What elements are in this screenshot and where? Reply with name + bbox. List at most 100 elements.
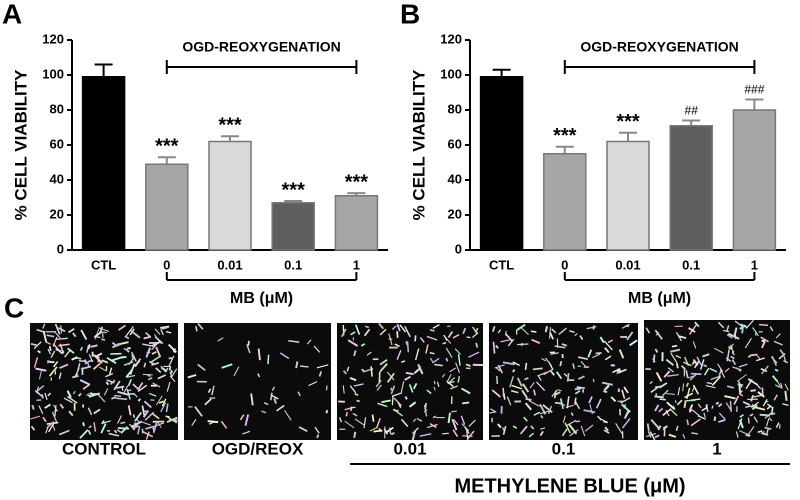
cell — [197, 322, 204, 330]
cell — [610, 396, 617, 402]
cell — [766, 418, 770, 427]
cell — [58, 372, 62, 380]
x-axis-label: MB (μM) — [230, 290, 293, 307]
cell — [47, 348, 51, 355]
cell — [44, 392, 48, 400]
cell — [204, 398, 212, 406]
cell — [109, 367, 113, 375]
cell — [537, 374, 542, 381]
cell — [46, 420, 55, 429]
cell — [699, 359, 705, 370]
cell — [670, 352, 678, 364]
cell — [742, 401, 751, 406]
cell — [63, 397, 73, 404]
cell — [717, 403, 723, 408]
cell — [375, 380, 382, 388]
cell — [572, 363, 576, 370]
cell — [731, 359, 737, 366]
image-caption: 0.1 — [552, 439, 576, 458]
bar — [479, 76, 524, 251]
cell — [617, 368, 627, 374]
cell — [575, 420, 581, 423]
cell — [510, 390, 519, 394]
cell — [30, 415, 40, 420]
cell — [134, 411, 143, 422]
cell — [784, 390, 788, 401]
cell — [618, 349, 625, 359]
cell — [341, 328, 347, 338]
x-tick-label: 0 — [163, 257, 170, 272]
cell — [52, 336, 58, 347]
cell — [491, 389, 501, 398]
cell — [541, 357, 547, 362]
cell — [308, 381, 318, 387]
cell — [509, 375, 514, 388]
cell — [579, 335, 584, 341]
cell — [412, 382, 418, 390]
bar — [543, 153, 587, 251]
cell — [194, 406, 203, 417]
cell — [670, 409, 678, 417]
cell — [604, 347, 610, 354]
cell — [564, 422, 571, 434]
cell — [544, 325, 549, 333]
cell — [220, 420, 228, 429]
cell — [517, 343, 529, 346]
y-axis-label: % CELL VIABILITY — [409, 69, 428, 220]
cell — [592, 378, 595, 383]
cell — [356, 399, 360, 403]
cell — [419, 336, 425, 343]
cell — [565, 419, 577, 427]
cell — [233, 366, 240, 377]
cell — [734, 320, 743, 328]
cell — [130, 330, 141, 339]
cell — [654, 348, 659, 353]
cell — [165, 415, 170, 418]
cell — [347, 339, 359, 347]
cell — [687, 374, 696, 379]
cell — [157, 421, 162, 428]
cell — [68, 328, 75, 334]
cell — [604, 355, 612, 361]
cell — [460, 415, 466, 425]
cell — [67, 395, 78, 404]
cell — [355, 324, 361, 335]
cell — [434, 363, 443, 367]
cell — [532, 367, 543, 371]
cell — [760, 367, 768, 373]
cell — [759, 323, 769, 326]
cell — [715, 401, 720, 405]
cell — [325, 409, 329, 414]
y-tick-label: 40 — [50, 171, 64, 186]
cell — [111, 356, 124, 362]
cell — [725, 402, 732, 411]
image-caption: 0.01 — [393, 439, 426, 458]
cell — [566, 396, 570, 409]
cell — [739, 430, 751, 437]
cell — [782, 403, 789, 406]
cell — [779, 349, 786, 356]
cell — [58, 343, 70, 347]
cell — [313, 345, 321, 353]
cell — [273, 398, 277, 404]
cell — [125, 368, 134, 378]
cell — [666, 401, 676, 411]
cell — [525, 397, 532, 401]
cell — [381, 399, 392, 404]
cell — [718, 412, 726, 420]
cell — [128, 423, 134, 428]
cell — [35, 385, 45, 393]
cell — [770, 356, 778, 364]
cell — [521, 389, 528, 399]
cell — [577, 375, 585, 380]
cell — [764, 426, 772, 430]
cell — [82, 422, 85, 427]
cell — [783, 355, 787, 363]
cell — [725, 357, 732, 362]
cell — [379, 328, 387, 336]
cell — [130, 351, 137, 362]
cell — [738, 384, 742, 393]
cell — [494, 364, 505, 369]
cell — [652, 354, 656, 363]
cell — [54, 409, 58, 413]
